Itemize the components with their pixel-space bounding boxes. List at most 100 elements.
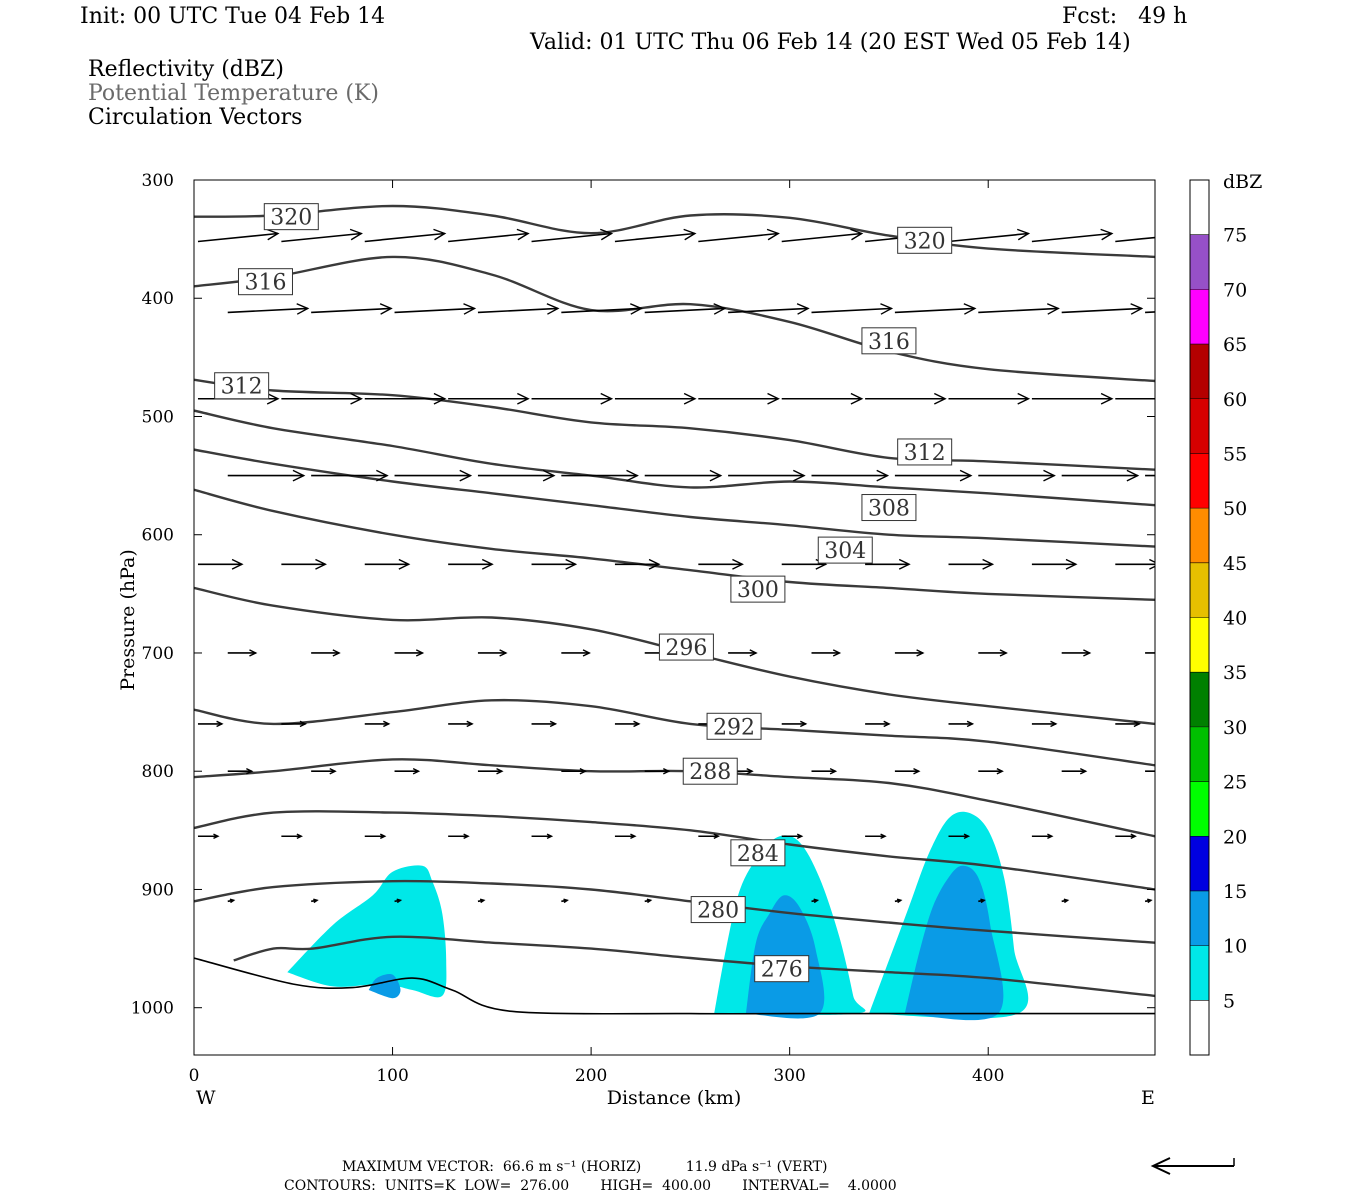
theta-label-text: 316 <box>244 271 286 296</box>
colorbar-label: 5 <box>1223 990 1235 1012</box>
circulation-vector <box>614 833 637 840</box>
circulation-vector <box>394 649 425 657</box>
theta-label-box <box>682 757 738 785</box>
theta-contour <box>194 204 1155 259</box>
circulation-vector <box>781 228 864 243</box>
y-tick-label: 700 <box>142 644 174 664</box>
colorbar-segment <box>1190 453 1209 509</box>
circulation-vector <box>394 303 477 315</box>
x-end-label-east: E <box>1141 1087 1155 1109</box>
colorbar-segment <box>1190 398 1209 454</box>
theta-label: 316 <box>861 327 917 355</box>
theta-label-box <box>861 494 917 522</box>
plot-frame <box>193 179 1156 1056</box>
circulation-vector <box>1145 474 1155 477</box>
circulation-vector <box>227 767 254 775</box>
circulation-vector <box>811 767 838 775</box>
valid-time: Valid: 01 UTC Thu 06 Feb 14 (20 EST Wed … <box>530 30 1131 55</box>
vector-layer <box>197 228 1155 904</box>
theta-label: 316 <box>237 268 293 296</box>
y-tick-label: 300 <box>142 171 174 191</box>
colorbar-segment <box>1190 180 1209 235</box>
circulation-vector <box>781 833 804 840</box>
circulation-vector <box>894 469 973 482</box>
legend-reflectivity: Reflectivity (dBZ) <box>88 57 284 82</box>
circulation-vector <box>227 898 236 904</box>
circulation-vector <box>978 767 1004 775</box>
circulation-vector <box>531 392 614 405</box>
colorbar-label: 75 <box>1223 225 1247 247</box>
circulation-vector <box>394 898 403 904</box>
circulation-vector <box>197 228 280 243</box>
circulation-vector <box>644 469 723 482</box>
colorbar-label: 30 <box>1223 717 1247 739</box>
x-tick-label: 400 <box>972 1066 1004 1086</box>
colorbar-label: 10 <box>1223 936 1247 958</box>
circulation-vector <box>811 649 842 657</box>
circulation-vector <box>948 720 975 728</box>
circulation-vector <box>865 833 887 840</box>
circulation-vector <box>364 558 411 570</box>
theta-label: 292 <box>706 712 762 740</box>
colorbar-segment <box>1190 344 1209 399</box>
x-tick-label: 300 <box>773 1066 805 1086</box>
theta-label-text: 304 <box>824 539 866 564</box>
theta-label-box <box>897 226 953 254</box>
circulation-vector <box>227 649 258 657</box>
y-tick-label: 400 <box>142 289 174 309</box>
theta-label-box <box>214 372 270 400</box>
theta-label: 284 <box>730 839 786 867</box>
circulation-vector <box>227 303 310 315</box>
circulation-vector <box>948 833 971 840</box>
colorbar-segment <box>1190 562 1209 618</box>
circulation-vector <box>561 303 643 315</box>
theta-label-text: 308 <box>868 497 910 522</box>
circulation-vector <box>281 833 303 840</box>
circulation-vector <box>477 898 486 904</box>
theta-label: 312 <box>214 372 270 400</box>
circulation-vector <box>1115 833 1137 840</box>
y-axis-label: Pressure (hPa) <box>117 549 139 691</box>
circulation-vector <box>311 649 341 657</box>
reference-vector-arrow <box>1150 1157 1235 1175</box>
circulation-vector <box>364 720 391 728</box>
circulation-vector <box>281 392 363 405</box>
theta-label-box <box>817 536 873 564</box>
reflectivity-region-10dbz <box>904 865 1004 1021</box>
colorbar-label: 40 <box>1223 608 1247 630</box>
circulation-vector <box>948 558 995 570</box>
circulation-vector <box>978 303 1060 315</box>
colorbar-segment <box>1190 289 1209 345</box>
theta-label-text: 288 <box>689 760 731 785</box>
colorbar-label: 15 <box>1223 881 1247 903</box>
theta-label-text: 312 <box>221 375 263 400</box>
theta-label-text: 284 <box>737 842 779 867</box>
theta-contour <box>194 378 1155 471</box>
x-tick-label: 0 <box>189 1066 200 1086</box>
colorbar-label: 65 <box>1223 334 1247 356</box>
circulation-vector <box>364 392 447 405</box>
circulation-vector <box>561 898 569 904</box>
colorbar-segment <box>1190 945 1209 1001</box>
circulation-vector <box>614 720 641 728</box>
circulation-vector <box>698 392 780 405</box>
theta-label-text: 296 <box>665 636 707 661</box>
colorbar-segment <box>1190 617 1209 673</box>
theta-label-box <box>730 839 786 867</box>
circulation-vector <box>477 767 504 775</box>
circulation-vector <box>1144 898 1153 904</box>
x-axis-label: Distance (km) <box>607 1087 742 1109</box>
circulation-vector <box>448 833 470 840</box>
circulation-vector <box>894 767 921 775</box>
theta-label-box <box>861 327 917 355</box>
axis-ticks: 300 400 500 600 700 800 900 1000 0 100 200 300 400 <box>131 171 1155 1086</box>
circulation-vector <box>531 558 578 570</box>
circulation-vector <box>1031 228 1114 243</box>
circulation-vector <box>394 767 421 775</box>
y-tick-label: 1000 <box>131 999 174 1019</box>
circulation-vector <box>865 392 947 405</box>
theta-contour <box>194 586 1155 726</box>
theta-contour <box>194 879 1155 944</box>
circulation-vector <box>448 392 530 405</box>
circulation-vector <box>1115 720 1141 728</box>
